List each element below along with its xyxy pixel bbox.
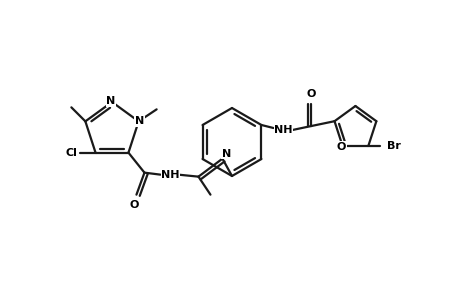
Text: O: O: [306, 89, 315, 99]
Text: N: N: [134, 116, 144, 126]
Text: NH: NH: [274, 125, 292, 135]
Text: Br: Br: [386, 141, 400, 151]
Text: NH: NH: [161, 170, 179, 180]
Text: N: N: [221, 149, 230, 159]
Text: N: N: [106, 96, 115, 106]
Text: Cl: Cl: [66, 148, 77, 158]
Text: O: O: [129, 200, 139, 210]
Text: O: O: [336, 142, 346, 152]
